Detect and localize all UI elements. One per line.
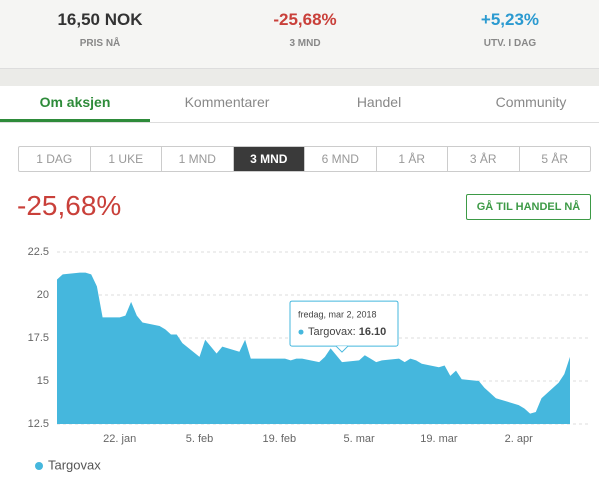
x-tick-label: 22. jan [103,433,136,445]
x-tick-label: 19. feb [262,433,296,445]
range-button[interactable]: 3 ÅR [447,147,519,171]
trade-button[interactable]: GÅ TIL HANDEL NÅ [466,194,591,220]
y-tick-label: 15 [37,375,49,387]
area [57,272,570,424]
legend-marker [35,462,43,470]
x-tick-label: 2. apr [505,433,533,445]
tab[interactable]: Kommentarer [184,94,270,110]
tab-underline [0,119,150,122]
tooltip-date: fredag, mar 2, 2018 [298,309,377,319]
range-button[interactable]: 1 ÅR [375,147,448,171]
range-button[interactable]: 1 MND [161,147,233,171]
range-button[interactable]: 1 DAG [36,152,73,166]
x-tick-label: 5. feb [186,433,214,445]
range-buttons: 1 DAG 1 UKE 1 MND 3 MND 6 MND 1 ÅR 3 ÅR 5 ÅR [18,146,591,172]
tooltip-dot [298,329,304,335]
tooltip-series: Targovax: [308,326,356,338]
tooltip-box [289,300,399,347]
stat-label: 3 MND [289,38,321,49]
range-button[interactable]: 5 ÅR [518,147,591,171]
chart: 12.5 15 17.5 20 22.5 22. jan 5. feb 19. feb 5. m… [28,246,590,472]
tooltip-caret [335,345,349,353]
range-button[interactable]: 6 MND [304,147,376,171]
tab[interactable]: Community [495,94,567,110]
range-button[interactable]: 1 UKE [89,147,162,171]
y-tick-label: 20 [37,289,49,301]
stat-value: +5,23% [480,10,540,29]
stat-value: -25,68% [273,10,337,29]
tab[interactable]: Om aksjen [39,94,111,110]
divider [0,68,599,86]
legend-label: Targovax [48,457,101,472]
stat-label: UTV. I DAG [483,38,537,49]
stat-value: 16,50 NOK [57,10,143,29]
y-tick-label: 22.5 [28,246,49,258]
y-tick-label: 12.5 [28,418,49,430]
tooltip-value: 16.10 [359,326,387,338]
change: -25,68% [17,190,122,221]
x-tick-label: 5. mar [344,433,376,445]
x-tick-label: 19. mar [420,433,458,445]
y-tick-label: 17.5 [28,332,49,344]
stat-label: PRIS NÅ [79,38,121,49]
tooltip-line: Targovax: 16.10 [308,326,386,338]
tabs: Om aksjen Kommentarer Handel Community [0,85,599,123]
range-button[interactable]: 3 MND [232,147,304,171]
stats-bar: 16,50 NOK PRIS NÅ -25,68% 3 MND +5,23% UTV. I… [0,0,599,68]
tab[interactable]: Handel [356,94,402,110]
